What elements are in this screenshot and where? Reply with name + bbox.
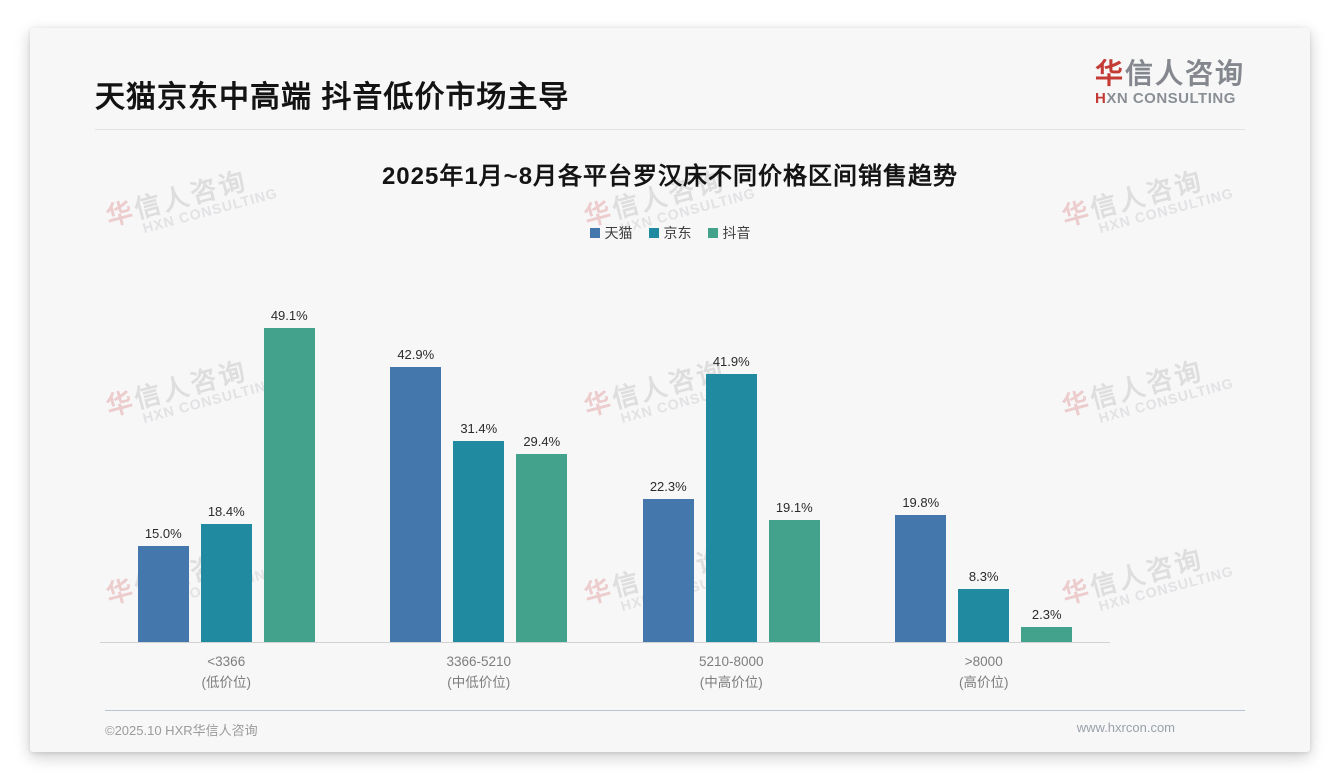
copyright-text: ©2025.10 HXR华信人咨询: [105, 723, 258, 738]
bar-京东: 31.4%: [453, 421, 505, 642]
bar-rect: [958, 589, 1010, 642]
page-title: 天猫京东中高端 抖音低价市场主导: [95, 81, 570, 114]
legend-item-京东: 京东: [648, 223, 692, 243]
slide-footer: ©2025.10 HXR华信人咨询 www.hxrcon.com: [105, 710, 1245, 739]
bar-value-label: 42.9%: [397, 347, 435, 362]
chart-title: 2025年1月~8月各平台罗汉床不同价格区间销售趋势: [381, 163, 959, 190]
bar-rect: [642, 499, 694, 642]
bar-value-label: 19.1%: [775, 500, 813, 515]
bar-抖音: 19.1%: [768, 500, 820, 642]
legend-label: 天猫: [604, 225, 633, 241]
bar-rect: [895, 515, 947, 642]
bar-value-label: 29.4%: [523, 434, 561, 449]
bar-group: 19.8% 8.3% 2.3%: [895, 495, 1073, 642]
chart-category-axis: <3366 (低价位) 3366-5210 (中低价位) 5210-8000 (中高价位)…: [100, 652, 1110, 694]
bar-rect: [453, 441, 505, 642]
bar-group: 42.9% 31.4% 29.4%: [390, 347, 568, 642]
bar-value-label: 19.8%: [902, 495, 940, 510]
category-label: 5210-8000 (中高价位): [698, 654, 764, 690]
bar-chart: 15.0% 18.4% 49.1% 42.9% 31.4% 29.4% 22.3% 41.9%…: [100, 308, 1110, 694]
category-label: 3366-5210 (中低价位): [446, 654, 512, 690]
legend-swatch-icon: [707, 228, 718, 238]
chart-legend: 天猫 京东 抖音: [30, 223, 1310, 243]
category-label: >8000 (高价位): [959, 654, 1009, 690]
bar-value-label: 2.3%: [1031, 607, 1062, 622]
bar-group: 15.0% 18.4% 49.1%: [137, 308, 315, 642]
bar-京东: 8.3%: [958, 569, 1010, 642]
website-text: www.hxrcon.com: [1076, 720, 1175, 735]
legend-swatch-icon: [589, 228, 600, 238]
bar-天猫: 22.3%: [642, 479, 694, 642]
bar-group: 22.3% 41.9% 19.1%: [642, 354, 820, 642]
bar-rect: [263, 328, 315, 642]
bar-rect: [516, 454, 568, 642]
report-slide: 华信人咨询 HXN CONSULTING 华信人咨询 HXN CONSULTING 华信…: [30, 28, 1310, 752]
bar-京东: 18.4%: [200, 504, 252, 642]
legend-item-天猫: 天猫: [589, 223, 633, 243]
bar-京东: 41.9%: [705, 354, 757, 642]
legend-swatch-icon: [648, 228, 659, 238]
bar-抖音: 2.3%: [1021, 607, 1073, 642]
chart-plot-area: 15.0% 18.4% 49.1% 42.9% 31.4% 29.4% 22.3% 41.9%…: [100, 308, 1110, 643]
bar-rect: [705, 374, 757, 642]
bar-天猫: 42.9%: [390, 347, 442, 642]
title-divider: [95, 129, 1245, 130]
bar-value-label: 22.3%: [649, 479, 687, 494]
bar-rect: [768, 520, 820, 642]
bar-抖音: 29.4%: [516, 434, 568, 642]
legend-label: 抖音: [722, 225, 751, 241]
bar-value-label: 41.9%: [712, 354, 750, 369]
category-label: <3366 (低价位): [201, 654, 252, 690]
slide-header: 天猫京东中高端 抖音低价市场主导: [30, 28, 1310, 130]
company-logo: 华信人咨询 HXN CONSULTING: [1095, 58, 1245, 107]
legend-item-抖音: 抖音: [707, 223, 751, 243]
bar-天猫: 19.8%: [895, 495, 947, 642]
bar-rect: [390, 367, 442, 642]
legend-label: 京东: [663, 225, 692, 241]
logo-chinese-text: 华信人咨询: [1094, 58, 1245, 89]
bar-value-label: 31.4%: [460, 421, 498, 436]
bar-value-label: 18.4%: [207, 504, 245, 519]
bar-value-label: 15.0%: [144, 526, 182, 541]
bar-value-label: 49.1%: [270, 308, 308, 323]
bar-rect: [200, 524, 252, 642]
bar-天猫: 15.0%: [137, 526, 189, 642]
bar-rect: [1021, 627, 1073, 642]
logo-english-text: HXN CONSULTING: [1094, 90, 1236, 108]
bar-rect: [137, 546, 189, 642]
bar-value-label: 8.3%: [968, 569, 999, 584]
bar-抖音: 49.1%: [263, 308, 315, 642]
